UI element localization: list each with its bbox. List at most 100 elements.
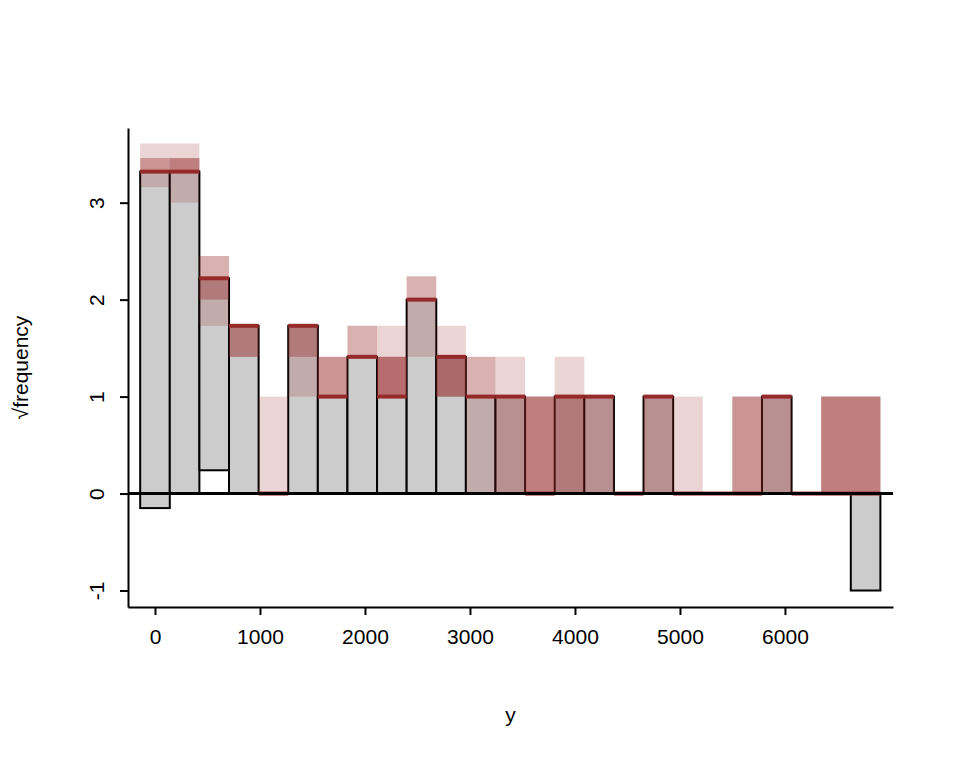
simulated-draw [821, 397, 851, 494]
simulated-draw [347, 326, 377, 357]
simulated-draw [407, 300, 437, 357]
simulated-draw [170, 158, 200, 172]
y-tick-mark [120, 590, 128, 592]
y-axis: -10123 [85, 129, 129, 608]
simulated-draw [259, 397, 289, 494]
simulated-draw [495, 357, 525, 397]
x-tick-mark [259, 607, 261, 615]
hanging-bar [762, 397, 792, 494]
simulated-draw [851, 397, 881, 494]
simulated-draw [495, 396, 525, 397]
hanging-bar [495, 397, 525, 494]
observed-segment [584, 395, 614, 399]
simulated-draw [140, 172, 170, 188]
y-axis-line [128, 129, 130, 608]
y-axis-title: √frequency [9, 315, 32, 419]
simulated-draw [644, 396, 674, 397]
simulated-draw [140, 158, 170, 172]
x-tick: 1000 [237, 607, 284, 648]
observed-segment [347, 355, 377, 359]
simulated-draw [377, 357, 407, 397]
simulated-draw [851, 397, 881, 494]
simulated-draw [584, 397, 614, 494]
y-tick-label: 3 [85, 197, 108, 209]
simulated-draw [644, 397, 674, 494]
simulated-draw [495, 396, 525, 397]
x-tick-label: 6000 [762, 625, 809, 648]
simulated-draw [436, 326, 466, 357]
y-tick: 2 [85, 294, 128, 306]
y-tick-label: 2 [85, 294, 108, 306]
simulated-draw [644, 396, 674, 397]
y-tick-label: 1 [85, 391, 108, 403]
y-tick: 0 [85, 488, 128, 500]
x-tick-label: 2000 [342, 625, 389, 648]
zero-line [128, 492, 893, 495]
simulated-draw [525, 397, 555, 494]
simulated-draw [762, 397, 792, 494]
simulated-draw [525, 397, 555, 494]
hanging-bar [644, 397, 674, 494]
simulated-draw [288, 325, 318, 326]
simulated-draw [821, 397, 851, 494]
x-tick: 4000 [552, 607, 599, 648]
simulated-draw [495, 397, 525, 494]
x-tick-mark [679, 607, 681, 615]
simulated-draw [140, 144, 170, 172]
hanging-bar [436, 357, 466, 494]
simulated-draw [644, 397, 674, 494]
simulated-draw [377, 326, 407, 397]
simulated-draw [762, 396, 792, 397]
hanging-bar [199, 278, 229, 470]
observed-segment [170, 170, 200, 174]
x-tick-mark [364, 607, 366, 615]
simulated-draw [170, 172, 200, 203]
observed-segment [140, 170, 170, 174]
simulated-draw [555, 396, 585, 397]
simulated-draw [555, 397, 585, 494]
observed-segment [318, 395, 348, 399]
simulated-draw [525, 397, 555, 494]
hanging-bar [407, 300, 437, 494]
simulated-draw [318, 357, 348, 397]
simulated-draw [377, 357, 407, 397]
x-tick: 0 [150, 607, 162, 648]
x-tick-mark [154, 607, 156, 615]
simulated-draw [407, 299, 437, 300]
chart: 0100020003000400050006000-10123y√frequen… [0, 0, 960, 768]
x-axis: 0 1000 2000 3000 4000 5000 6000 [129, 607, 894, 648]
simulated-draw [377, 357, 407, 397]
simulated-draw [466, 396, 496, 397]
observed-segment [377, 395, 407, 399]
simulated-draw [732, 397, 762, 494]
simulated-draw [821, 397, 851, 494]
x-tick-label: 5000 [657, 625, 704, 648]
simulated-draw [170, 158, 200, 172]
x-tick-label: 0 [150, 625, 162, 648]
observed-segment [555, 395, 585, 399]
x-tick: 6000 [762, 607, 809, 648]
simulated-draw [436, 357, 466, 397]
hanging-bar [555, 397, 585, 494]
simulated-draw [466, 357, 496, 397]
plot-marks [140, 144, 880, 591]
simulated-draw [170, 144, 200, 172]
hanging-bar [229, 326, 259, 494]
simulated-draw [821, 397, 851, 494]
simulated-draw [199, 278, 229, 326]
simulated-draw [436, 357, 466, 397]
hanging-bar [584, 397, 614, 494]
simulated-draw [762, 397, 792, 494]
observed-segment [495, 395, 525, 399]
y-tick-mark [120, 493, 128, 495]
simulated-draw [436, 357, 466, 397]
simulated-draw [347, 326, 377, 357]
observed-segment [229, 324, 259, 328]
simulated-draw [584, 396, 614, 397]
simulated-draw [318, 396, 348, 397]
x-tick-mark [574, 607, 576, 615]
hanging-bar [347, 357, 377, 494]
simulated-draw [584, 396, 614, 397]
simulated-draw [318, 357, 348, 397]
x-tick: 3000 [447, 607, 494, 648]
